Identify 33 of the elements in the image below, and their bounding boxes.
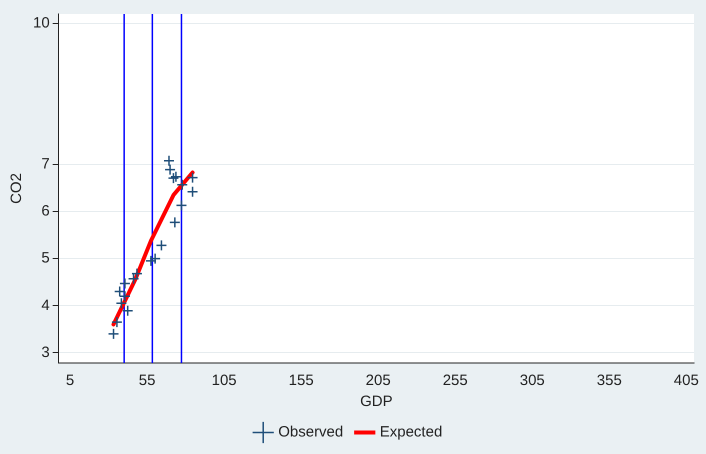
y-tick-label: 3 <box>41 344 50 361</box>
y-tick-label: 10 <box>32 14 50 32</box>
point <box>145 255 157 267</box>
y-tick-label: 6 <box>41 202 50 220</box>
legend-label: Observed <box>278 424 344 441</box>
point <box>186 172 198 184</box>
x-axis-title: GDP <box>360 393 393 410</box>
x-tick-label: 155 <box>288 372 314 390</box>
point <box>111 316 123 328</box>
x-tick-label: 355 <box>596 372 622 390</box>
legend-label: Expected <box>380 424 442 441</box>
point <box>128 273 140 285</box>
point <box>169 216 181 228</box>
y-axis-title: CO2 <box>8 173 26 204</box>
y-tick-label: 7 <box>41 156 50 173</box>
point <box>163 155 175 166</box>
x-tick-label: 105 <box>212 372 237 390</box>
y-tick-label: 5 <box>41 250 50 267</box>
point <box>131 268 143 280</box>
point <box>156 240 168 252</box>
point <box>108 328 120 340</box>
point <box>119 278 131 290</box>
point <box>186 186 198 198</box>
x-tick-label: 405 <box>674 372 699 390</box>
point <box>149 252 161 264</box>
point <box>176 200 188 212</box>
x-tick-label: 305 <box>520 372 545 390</box>
x-tick-label: 5 <box>66 372 74 390</box>
point <box>168 172 180 184</box>
y-tick-label: 4 <box>41 296 50 314</box>
x-tick-label: 255 <box>442 372 468 390</box>
x-tick-label: 205 <box>366 372 391 390</box>
x-tick-label: 55 <box>138 372 156 390</box>
